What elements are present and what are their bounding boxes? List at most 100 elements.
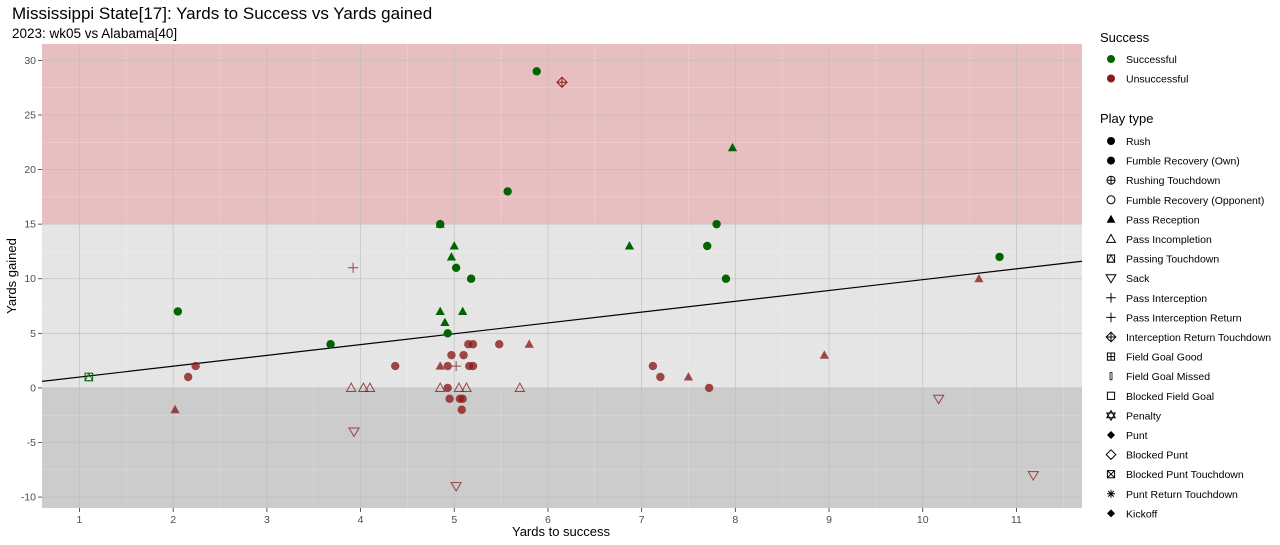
legend-play-item: Rush <box>1107 136 1151 148</box>
x-axis: 1 2 3 4 5 6 7 8 9 10 11 <box>77 508 1022 526</box>
data-point <box>449 241 459 250</box>
data-point <box>656 372 665 382</box>
y-tick-label: 25 <box>24 109 36 121</box>
data-point <box>183 372 193 382</box>
legend-label: Rush <box>1126 136 1151 148</box>
y-tick-label: -10 <box>21 492 36 504</box>
data-point <box>348 262 359 273</box>
data-point <box>703 241 712 251</box>
legend-label: Punt Return Touchdown <box>1126 489 1238 501</box>
legend-play-item: Field Goal Missed <box>1109 371 1210 383</box>
legend-play-type: Play type Rush Fumble Recovery (Own) Rushi… <box>1100 111 1271 520</box>
data-point <box>624 241 635 250</box>
data-point <box>435 361 445 370</box>
data-point <box>435 306 445 316</box>
legend-play-title: Play type <box>1100 111 1153 126</box>
x-tick-label: 6 <box>545 514 551 526</box>
data-point <box>466 274 476 283</box>
legend-label: Blocked Field Goal <box>1126 391 1214 403</box>
legend-label: Field Goal Good <box>1126 352 1203 364</box>
legend-play-item: Passing Touchdown <box>1106 254 1219 266</box>
data-point <box>648 361 658 371</box>
data-point <box>364 382 376 392</box>
legend-play-item: Interception Return Touchdown <box>1105 331 1271 344</box>
x-tick-label: 9 <box>826 514 832 526</box>
x-tick-label: 7 <box>639 514 645 526</box>
legend-label: Penalty <box>1126 410 1162 422</box>
legend-play-item: Punt <box>1107 430 1148 442</box>
x-tick-label: 8 <box>732 514 738 526</box>
data-point <box>532 67 541 76</box>
data-point <box>459 350 468 360</box>
legend-play-item: Pass Reception <box>1106 214 1200 226</box>
data-point <box>932 394 945 405</box>
data-point <box>819 350 829 359</box>
data-point <box>447 350 456 360</box>
y-tick-label: 5 <box>30 328 36 340</box>
data-point <box>974 273 984 283</box>
data-point <box>443 329 452 338</box>
background-band <box>42 387 1082 508</box>
data-point <box>727 142 738 152</box>
legend-label: Punt <box>1126 430 1148 442</box>
data-points <box>84 67 1040 492</box>
data-point <box>440 317 450 326</box>
legend-label: Pass Interception Return <box>1126 312 1242 324</box>
legend-label: Rushing Touchdown <box>1126 175 1221 187</box>
data-point <box>391 361 400 371</box>
legend-success: Success Successful Unsuccessful <box>1100 30 1188 86</box>
data-point <box>704 383 714 393</box>
legend-play-item: Pass Interception Return <box>1106 312 1242 324</box>
legend-label: Pass Reception <box>1126 214 1200 226</box>
y-axis-title: Yards gained <box>4 238 19 314</box>
data-point <box>445 394 454 404</box>
legend-label: Kickoff <box>1126 508 1157 520</box>
data-point <box>514 382 526 392</box>
data-point <box>173 307 183 316</box>
x-tick-label: 2 <box>170 514 176 526</box>
background-band <box>42 44 1082 225</box>
legend-play-item: Field Goal Good <box>1106 352 1203 364</box>
y-tick-label: 0 <box>30 382 36 394</box>
data-point <box>443 383 452 393</box>
legend-success-item: Successful <box>1107 54 1177 66</box>
legend-label: Fumble Recovery (Opponent) <box>1126 195 1264 207</box>
legend-success-item: Unsuccessful <box>1107 74 1188 86</box>
legend-play-item: Blocked Punt <box>1105 449 1188 462</box>
legend-label: Sack <box>1126 273 1150 285</box>
data-point <box>191 361 200 371</box>
legend-play-item: Fumble Recovery (Own) <box>1107 156 1240 168</box>
data-point <box>1027 471 1040 482</box>
legend-play-item: Pass Incompletion <box>1105 233 1212 246</box>
legend-play-item: Sack <box>1105 273 1150 285</box>
y-tick-label: -5 <box>27 437 36 449</box>
y-tick-label: 20 <box>24 164 36 176</box>
data-point <box>683 372 694 381</box>
data-point <box>995 252 1004 262</box>
legend-play-item: Pass Interception <box>1106 293 1207 305</box>
data-point <box>443 361 452 371</box>
legend-label: Pass Incompletion <box>1126 234 1212 246</box>
legend-label: Successful <box>1126 54 1177 66</box>
y-tick-label: 30 <box>24 55 36 67</box>
x-tick-label: 3 <box>264 514 270 526</box>
x-axis-title: Yards to success <box>512 524 611 539</box>
legend-label: Blocked Punt <box>1126 450 1188 462</box>
y-tick-label: 15 <box>24 219 36 231</box>
data-point <box>524 339 534 348</box>
legend-play-item: Punt Return Touchdown <box>1107 489 1238 501</box>
legend-play-item: Kickoff <box>1107 508 1157 520</box>
y-axis: -10 -5 0 5 10 15 20 25 30 <box>21 55 42 504</box>
data-point <box>451 263 461 273</box>
data-point <box>348 427 360 438</box>
chart-subtitle: 2023: wk05 vs Alabama[40] <box>12 26 177 41</box>
y-tick-label: 10 <box>24 273 36 285</box>
data-point <box>84 372 94 382</box>
legend-label: Blocked Punt Touchdown <box>1126 469 1244 481</box>
data-point <box>326 340 335 349</box>
background-band <box>42 224 1082 388</box>
data-point <box>345 382 357 392</box>
data-point <box>556 76 568 88</box>
data-point <box>453 382 465 392</box>
